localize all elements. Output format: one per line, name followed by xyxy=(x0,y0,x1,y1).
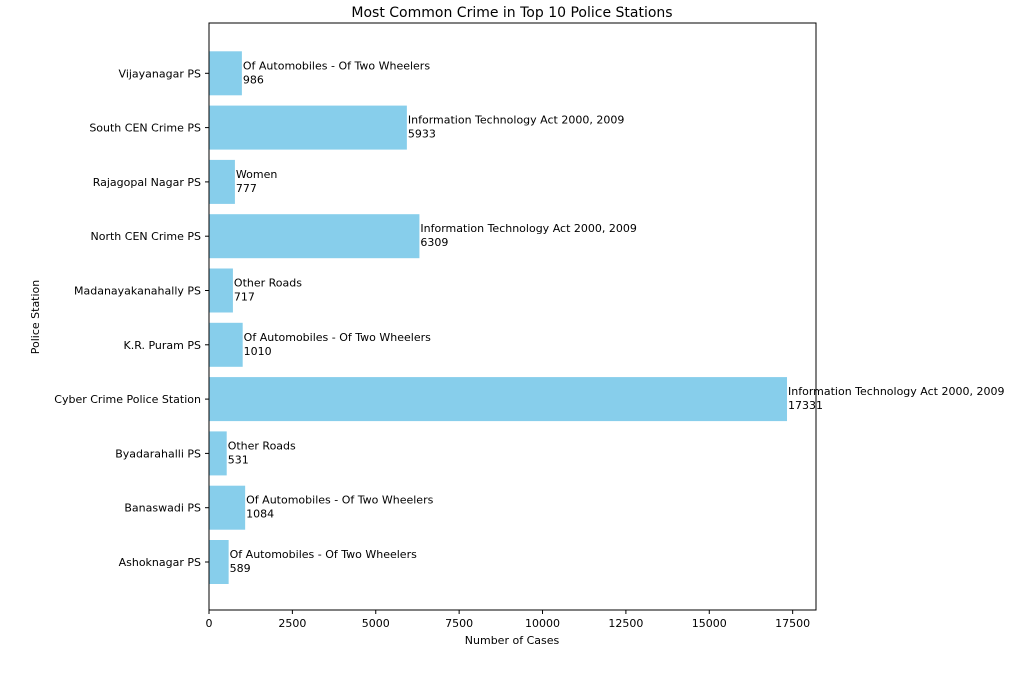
y-tick-label-3: Cyber Crime Police Station xyxy=(54,393,201,406)
bars-layer xyxy=(209,51,788,584)
x-tick-label-2: 5000 xyxy=(362,617,390,630)
bar-4 xyxy=(209,322,243,367)
bar-3 xyxy=(209,377,788,422)
y-axis-ticks: Ashoknagar PS Banaswadi PS Byadarahalli PS… xyxy=(54,67,209,569)
bar-7 xyxy=(209,159,235,204)
bar-crime-label-5: Other Roads xyxy=(234,277,302,290)
bar-crime-label-3: Information Technology Act 2000, 2009 xyxy=(788,385,1004,398)
bar-value-label-8: 5933 xyxy=(408,128,436,141)
x-tick-label-4: 10000 xyxy=(525,617,560,630)
bar-crime-label-4: Of Automobiles - Of Two Wheelers xyxy=(244,331,431,344)
bar-9 xyxy=(209,51,242,96)
x-tick-label-1: 2500 xyxy=(278,617,306,630)
chart-title: Most Common Crime in Top 10 Police Stati… xyxy=(351,5,672,21)
bar-value-label-5: 717 xyxy=(234,291,255,304)
bar-1 xyxy=(209,485,246,530)
x-tick-label-0: 0 xyxy=(206,617,213,630)
bar-value-label-2: 531 xyxy=(228,453,249,466)
bar-value-label-4: 1010 xyxy=(244,345,272,358)
y-tick-label-4: K.R. Puram PS xyxy=(124,339,201,352)
bar-crime-label-7: Women xyxy=(236,168,277,181)
y-tick-label-8: South CEN Crime PS xyxy=(89,122,201,135)
bar-2 xyxy=(209,431,227,476)
y-tick-label-1: Banaswadi PS xyxy=(124,502,201,515)
x-tick-label-7: 17500 xyxy=(775,617,810,630)
x-tick-label-3: 7500 xyxy=(445,617,473,630)
bar-crime-label-8: Information Technology Act 2000, 2009 xyxy=(408,114,624,127)
bar-crime-label-1: Of Automobiles - Of Two Wheelers xyxy=(246,494,433,507)
bar-crime-label-6: Information Technology Act 2000, 2009 xyxy=(420,222,636,235)
y-tick-label-2: Byadarahalli PS xyxy=(115,447,201,460)
bar-crime-label-0: Of Automobiles - Of Two Wheelers xyxy=(230,548,417,561)
y-axis-label: Police Station xyxy=(29,280,42,355)
bar-value-label-9: 986 xyxy=(243,73,264,86)
x-axis-label: Number of Cases xyxy=(465,634,560,647)
x-tick-label-6: 15000 xyxy=(692,617,727,630)
bar-8 xyxy=(209,105,407,150)
plot-frame xyxy=(208,22,817,611)
bar-value-label-3: 17331 xyxy=(788,399,823,412)
y-tick-label-5: Madanayakanahally PS xyxy=(74,285,201,298)
bar-value-label-6: 6309 xyxy=(420,236,448,249)
bar-0 xyxy=(209,540,229,584)
x-axis-ticks: 0 2500 5000 7500 10000 12500 15000 17500 xyxy=(206,610,810,630)
bar-6 xyxy=(209,214,420,259)
bar-5 xyxy=(209,268,233,313)
bar-value-label-1: 1084 xyxy=(246,508,274,521)
x-tick-label-5: 12500 xyxy=(608,617,643,630)
bar-crime-label-9: Of Automobiles - Of Two Wheelers xyxy=(243,59,430,72)
y-tick-label-6: North CEN Crime PS xyxy=(91,230,201,243)
bar-value-label-0: 589 xyxy=(230,562,251,575)
bar-value-label-7: 777 xyxy=(236,182,257,195)
y-tick-label-9: Vijayanagar PS xyxy=(119,67,201,80)
y-tick-label-0: Ashoknagar PS xyxy=(119,556,201,569)
bar-crime-label-2: Other Roads xyxy=(228,439,296,452)
y-tick-label-7: Rajagopal Nagar PS xyxy=(93,176,201,189)
